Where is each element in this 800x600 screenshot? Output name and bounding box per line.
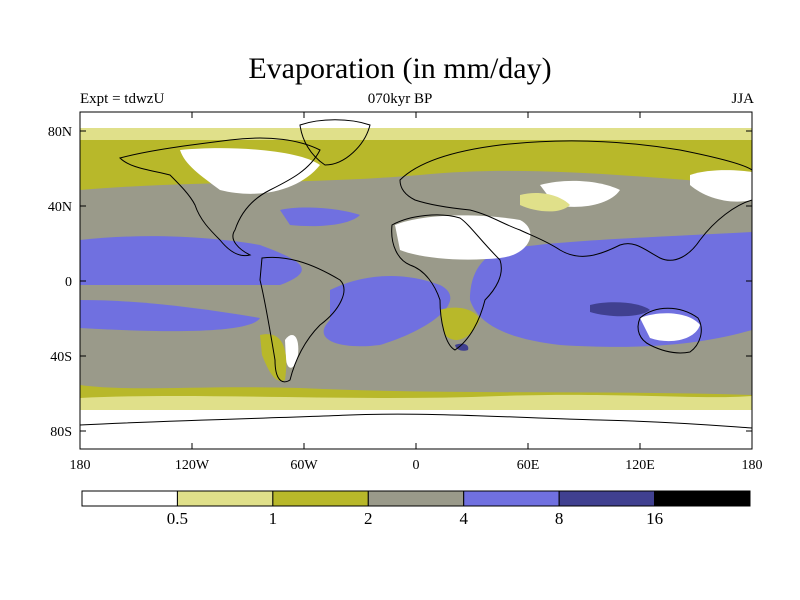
colorbar-swatch xyxy=(654,490,751,507)
colorbar-label: 2 xyxy=(364,509,373,528)
colorbar: 0.5 1 2 4 8 16 xyxy=(81,490,751,528)
lon-tick-label: 0 xyxy=(413,458,420,473)
experiment-label: Expt = tdwzU xyxy=(80,91,165,107)
lat-tick-label: 0 xyxy=(65,275,72,290)
lat-tick-label: 40S xyxy=(50,350,72,365)
lon-tick-label: 180 xyxy=(70,458,91,473)
season-label: JJA xyxy=(731,91,754,107)
latitude-axis: 80N 40N 0 40S 80S xyxy=(48,125,752,440)
lat-tick-label: 80S xyxy=(50,425,72,440)
lat-tick-label: 80N xyxy=(48,125,72,140)
colorbar-swatch xyxy=(176,490,274,507)
colorbar-swatch xyxy=(463,490,560,507)
coastlines xyxy=(80,119,752,429)
map-title: Evaporation (in mm/day) xyxy=(248,52,552,85)
colorbar-swatch xyxy=(272,490,369,507)
lon-tick-label: 60W xyxy=(290,458,318,473)
longitude-axis: 180 120W 60W 0 60E 120E 180 xyxy=(70,112,763,473)
lon-tick-label: 60E xyxy=(517,458,540,473)
colorbar-swatch xyxy=(81,490,178,507)
colorbar-label: 8 xyxy=(555,509,564,528)
lon-tick-label: 120E xyxy=(625,458,655,473)
lat-tick-label: 40N xyxy=(48,200,72,215)
colorbar-swatch xyxy=(367,490,465,507)
colorbar-swatch xyxy=(558,490,656,507)
colorbar-label: 1 xyxy=(269,509,278,528)
colorbar-label: 0.5 xyxy=(167,509,188,528)
lon-tick-label: 120W xyxy=(175,458,210,473)
evaporation-field xyxy=(80,112,752,449)
colorbar-label: 16 xyxy=(646,509,663,528)
lon-tick-label: 180 xyxy=(742,458,763,473)
colorbar-label: 4 xyxy=(459,509,468,528)
period-label: 070kyr BP xyxy=(367,91,433,107)
